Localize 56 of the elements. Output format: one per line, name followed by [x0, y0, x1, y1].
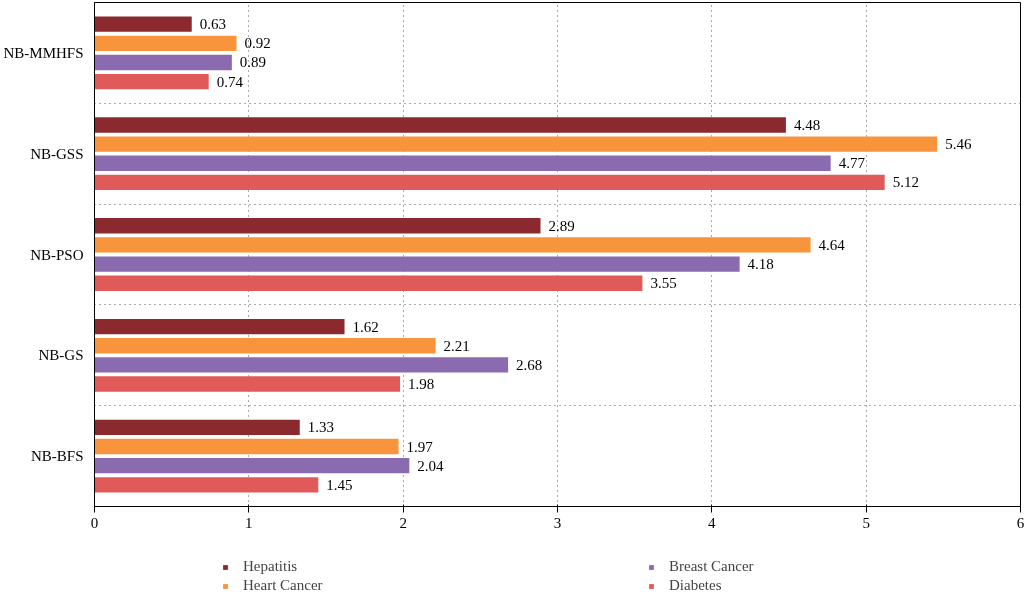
- bar: [94, 237, 811, 253]
- bar: [94, 174, 885, 191]
- y-tick-label: NB-GSS: [30, 145, 84, 162]
- bar: [94, 419, 300, 436]
- bar: [94, 318, 345, 335]
- legend-label: Hepatitis: [243, 558, 299, 575]
- data-label: 4.18: [747, 256, 774, 273]
- data-label: 5.12: [892, 174, 919, 191]
- bar: [94, 458, 410, 474]
- x-tick-label: 3: [553, 514, 562, 531]
- data-label: 2.68: [516, 356, 543, 373]
- data-label: 0.74: [216, 73, 244, 90]
- bar: [94, 155, 831, 171]
- data-label: 1.33: [307, 419, 335, 436]
- bar: [94, 218, 541, 234]
- data-label: 2.21: [443, 337, 470, 354]
- legend-label: Heart Cancer: [243, 577, 324, 594]
- data-label: 5.46: [945, 136, 972, 153]
- data-label: 0.63: [199, 16, 226, 33]
- bar: [94, 438, 399, 455]
- data-label: 1.45: [326, 476, 353, 493]
- bar: [94, 54, 232, 71]
- x-tick-label: 4: [708, 514, 717, 531]
- bar: [94, 16, 192, 32]
- data-label: 2.89: [548, 217, 575, 234]
- y-tick-label: NB-BFS: [30, 448, 84, 465]
- data-label: 0.92: [244, 35, 271, 52]
- bar: [94, 338, 436, 354]
- legend-label: Diabetes: [669, 577, 723, 594]
- data-label: 1.62: [352, 318, 379, 335]
- bar: [94, 256, 740, 272]
- legend-label: Breast Cancer: [669, 558, 755, 575]
- y-tick-label: NB-MMHFS: [3, 44, 84, 61]
- data-label: 1.98: [408, 376, 435, 393]
- y-tick-label: NB-GS: [38, 347, 84, 364]
- x-tick-label: 1: [245, 514, 253, 531]
- data-label: 0.89: [239, 54, 267, 71]
- data-label: 3.55: [650, 275, 677, 292]
- bar: [94, 357, 509, 373]
- data-label: 2.04: [417, 457, 445, 474]
- data-label: 4.48: [793, 116, 821, 133]
- x-tick-label: 5: [862, 514, 870, 531]
- data-label: 4.64: [818, 236, 846, 253]
- bar: [94, 73, 209, 90]
- x-tick-label: 2: [399, 514, 407, 531]
- data-label: 4.77: [838, 155, 866, 172]
- bar: [94, 136, 938, 152]
- x-tick-label: 6: [1016, 514, 1025, 531]
- y-tick-label: NB-PSO: [30, 246, 84, 263]
- data-label: 1.97: [406, 438, 434, 455]
- bar: [94, 477, 319, 493]
- bar: [94, 376, 401, 392]
- bar: [94, 275, 643, 291]
- bar: [94, 35, 237, 51]
- bar: [94, 117, 786, 133]
- x-tick-label: 0: [90, 514, 99, 531]
